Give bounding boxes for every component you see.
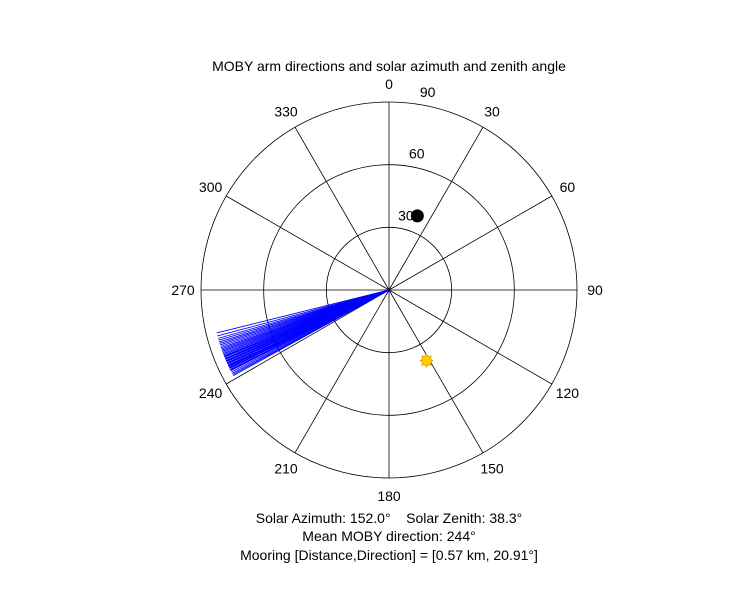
moby-arm-directions (216, 289, 390, 376)
angle-tick-label-0: 0 (385, 76, 393, 92)
grid-spoke-210 (294, 289, 390, 454)
moby-arm-line (216, 289, 390, 334)
sun-marker (419, 353, 434, 368)
grid-spoke-330 (294, 126, 390, 291)
grid-spoke-300 (225, 195, 390, 291)
radial-tick-label-90: 90 (420, 84, 436, 100)
radial-tick-label-60: 60 (409, 146, 425, 162)
angle-tick-label-240: 240 (199, 385, 223, 401)
angle-tick-label-30: 30 (484, 104, 500, 120)
radial-tick-label-30: 30 (398, 207, 414, 223)
polar-grid (200, 101, 578, 479)
mooring-info-text: Mooring [Distance,Direction] = [0.57 km,… (240, 547, 538, 563)
angle-tick-label-210: 210 (274, 460, 298, 476)
angle-tick-label-150: 150 (480, 460, 504, 476)
moby-arm-line (224, 289, 390, 357)
chart-title: MOBY arm directions and solar azimuth an… (212, 58, 566, 74)
angle-tick-labels: 0 30 60 90 120 150 180 210 240 270 300 330 (171, 76, 603, 504)
markers (410, 209, 434, 368)
mooring-marker (410, 209, 424, 223)
radial-tick-labels: 30 60 90 (398, 84, 436, 223)
grid-spoke-150 (388, 289, 484, 454)
moby-arm-line (230, 289, 390, 371)
angle-tick-label-60: 60 (560, 179, 576, 195)
angle-tick-label-180: 180 (377, 488, 401, 504)
sun-disc (421, 355, 432, 367)
moby-arm-line (217, 289, 390, 337)
moby-arm-line (233, 289, 390, 376)
angle-tick-label-90: 90 (587, 282, 603, 298)
angle-tick-label-330: 330 (274, 104, 298, 120)
grid-spoke-240 (225, 289, 390, 385)
angle-tick-label-300: 300 (199, 179, 223, 195)
solar-info-text: Solar Azimuth: 152.0° Solar Zenith: 38.3… (256, 510, 522, 526)
grid-spoke-120 (388, 289, 553, 385)
moby-direction-text: Mean MOBY direction: 244° (302, 528, 475, 544)
angle-tick-label-270: 270 (171, 282, 195, 298)
grid-spoke-60 (388, 195, 553, 291)
angle-tick-label-120: 120 (556, 385, 580, 401)
grid-spoke-30 (388, 126, 484, 291)
